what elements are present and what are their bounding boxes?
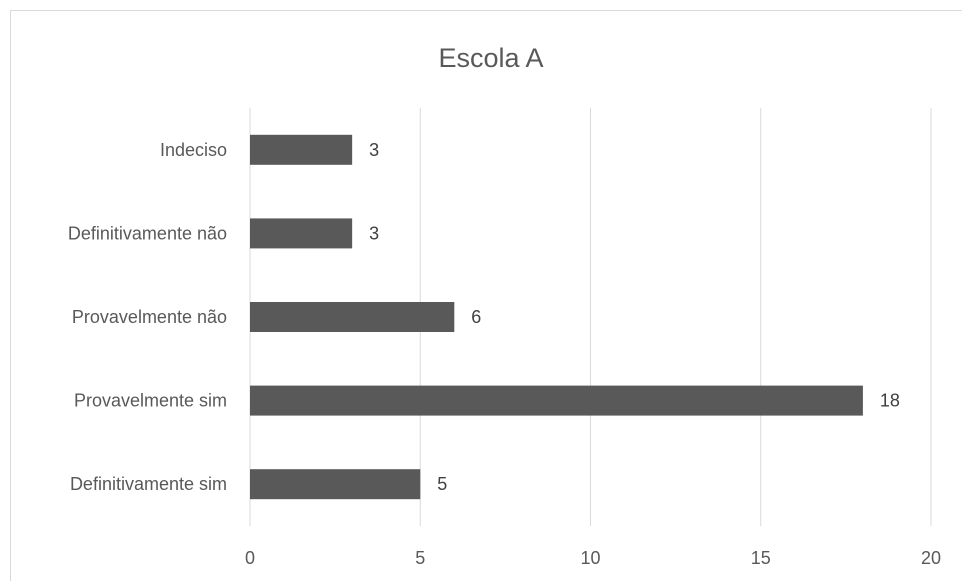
x-tick-label: 0 [245,548,255,568]
x-tick-label: 5 [415,548,425,568]
bar [250,302,455,332]
data-label: 5 [437,474,447,494]
x-tick-label: 15 [751,548,771,568]
x-tick-label: 20 [921,548,941,568]
bar [250,218,353,249]
data-label: 18 [880,391,900,411]
x-axis-ticks: 0 5 10 15 20 [245,548,941,568]
chart-title: Escola A [438,43,543,73]
bars [250,134,863,500]
category-labels: Indeciso Definitivamente não Provavelmente… [68,140,227,494]
data-label: 3 [369,140,379,160]
data-labels: 3 3 6 18 5 [369,140,900,494]
category-label: Definitivamente sim [70,474,227,494]
category-label: Definitivamente não [68,223,227,243]
bar [250,134,353,165]
chart-frame [10,10,962,581]
category-label: Provavelmente sim [74,391,227,411]
category-label: Indeciso [160,140,227,160]
data-label: 3 [369,223,379,243]
data-label: 6 [471,307,481,327]
x-tick-label: 10 [580,548,600,568]
bar [250,385,863,416]
bar [250,469,421,500]
category-label: Provavelmente não [72,307,227,327]
